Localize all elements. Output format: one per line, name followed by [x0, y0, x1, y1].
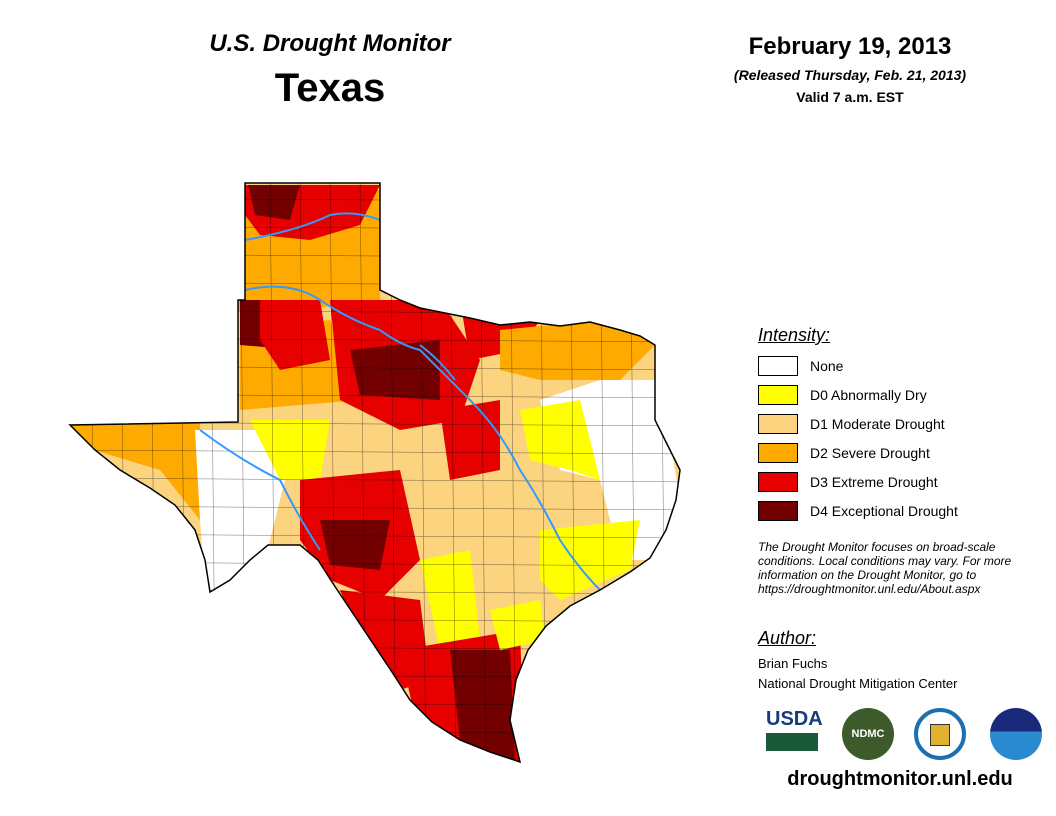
legend-label: D3 Extreme Drought: [810, 474, 938, 490]
map-date: February 19, 2013: [748, 33, 952, 60]
legend-swatch: [758, 414, 798, 434]
legend-item: D0 Abnormally Dry: [758, 384, 927, 406]
legend-swatch: [758, 385, 798, 405]
legend-item: None: [758, 355, 843, 377]
legend-title: Intensity:: [758, 325, 831, 345]
legend-item: D1 Moderate Drought: [758, 413, 945, 435]
legend-label: D2 Severe Drought: [810, 445, 930, 461]
author-title: Author:: [758, 628, 817, 648]
author-org: National Drought Mitigation Center: [758, 676, 958, 691]
region-title: Texas: [274, 66, 386, 110]
rivers: [199, 212, 601, 591]
legend-swatch: [758, 356, 798, 376]
doc-logo: [914, 708, 966, 760]
author-name: Brian Fuchs: [758, 656, 828, 671]
release-date: (Released Thursday, Feb. 21, 2013): [733, 67, 967, 83]
legend-label: D1 Moderate Drought: [810, 416, 945, 432]
legend-label: None: [810, 358, 844, 374]
legend-label: D4 Exceptional Drought: [810, 503, 958, 519]
legend-swatch: [758, 472, 798, 492]
legend-swatch: [758, 501, 798, 521]
usda-logo: USDA: [766, 708, 823, 760]
valid-time: Valid 7 a.m. EST: [796, 89, 904, 105]
legend-label: D0 Abnormally Dry: [810, 387, 927, 403]
website-url[interactable]: droughtmonitor.unl.edu: [787, 768, 1013, 790]
texas-map: [69, 182, 681, 763]
legend-item: D3 Extreme Drought: [758, 471, 938, 493]
legend-item: D4 Exceptional Drought: [758, 500, 958, 522]
map-title: U.S. Drought Monitor: [209, 30, 451, 57]
legend-swatch: [758, 443, 798, 463]
ndmc-logo: NDMC: [842, 708, 894, 760]
disclaimer-note: The Drought Monitor focuses on broad-sca…: [758, 540, 1012, 596]
legend-item: D2 Severe Drought: [758, 442, 930, 464]
noaa-logo: [990, 708, 1042, 760]
